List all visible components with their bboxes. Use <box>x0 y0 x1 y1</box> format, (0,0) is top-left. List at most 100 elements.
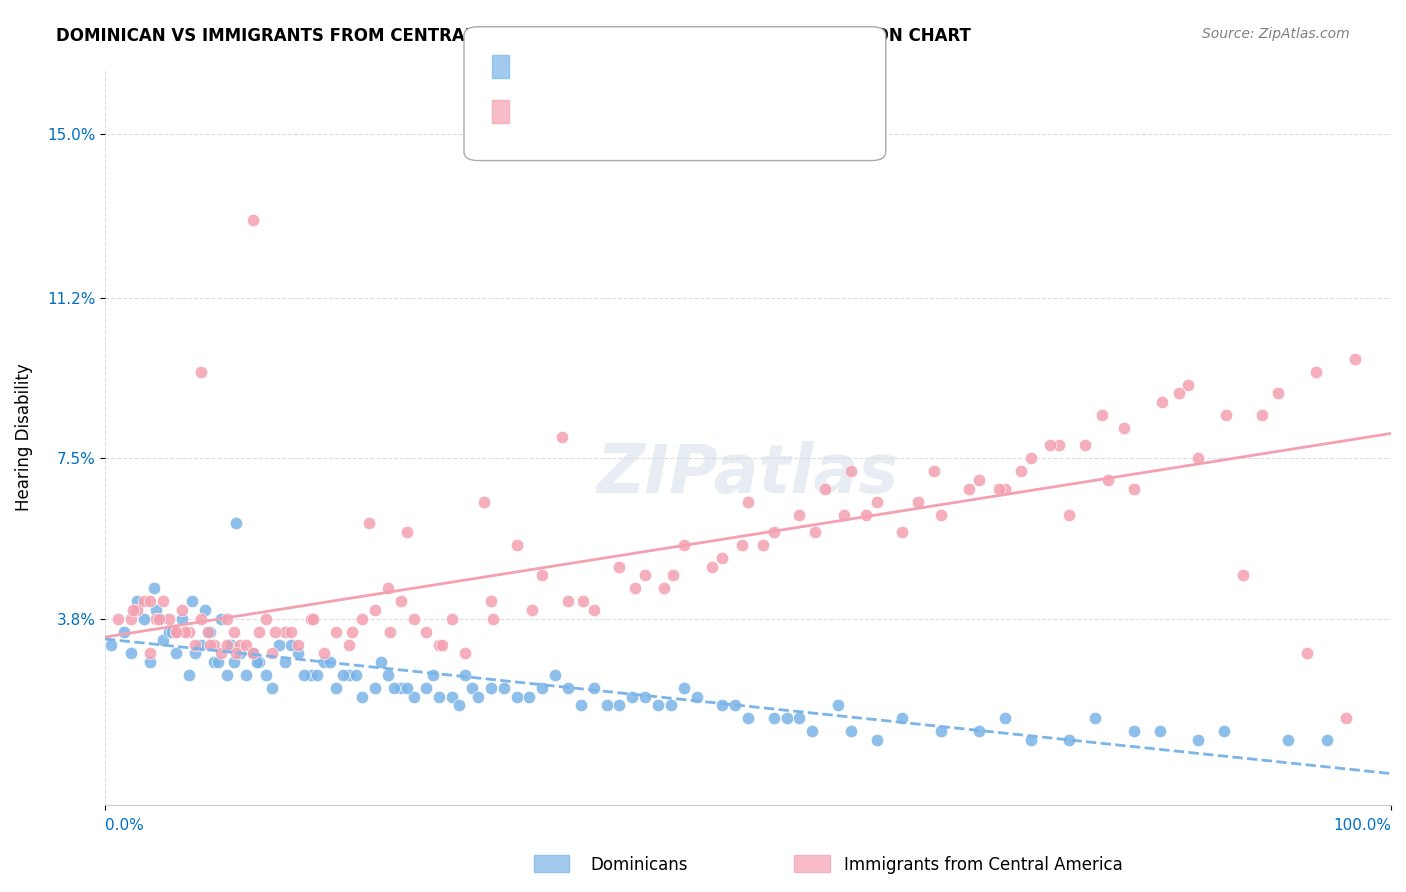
Point <box>172 612 194 626</box>
Point <box>262 647 284 661</box>
Point <box>145 612 167 626</box>
Point <box>332 668 354 682</box>
Point <box>430 638 453 652</box>
Point <box>472 495 495 509</box>
Point <box>112 624 135 639</box>
Point <box>789 508 811 522</box>
Point <box>460 681 482 695</box>
Point <box>595 698 617 713</box>
Point <box>340 624 363 639</box>
Point <box>382 681 405 695</box>
Point <box>229 647 252 661</box>
Point <box>839 724 862 739</box>
Point <box>120 612 142 626</box>
Point <box>659 698 682 713</box>
Point <box>775 711 797 725</box>
Point <box>139 647 162 661</box>
Point <box>1039 438 1062 452</box>
Text: -0.187: -0.187 <box>569 58 623 76</box>
Point <box>302 612 325 626</box>
Point <box>924 465 946 479</box>
Point <box>142 582 165 596</box>
Point <box>319 655 342 669</box>
Point <box>157 612 180 626</box>
Point <box>907 495 929 509</box>
Point <box>737 711 759 725</box>
Point <box>299 612 322 626</box>
Point <box>685 690 707 704</box>
Point <box>865 733 887 747</box>
Point <box>447 698 470 713</box>
Point <box>337 638 360 652</box>
Point <box>222 624 245 639</box>
Point <box>242 647 264 661</box>
Point <box>190 365 212 379</box>
Point <box>377 582 399 596</box>
Text: Source: ZipAtlas.com: Source: ZipAtlas.com <box>1202 27 1350 41</box>
Point <box>1316 733 1339 747</box>
Point <box>165 624 187 639</box>
Point <box>312 647 335 661</box>
Point <box>609 559 631 574</box>
Point <box>557 594 579 608</box>
Point <box>672 681 695 695</box>
Point <box>274 624 297 639</box>
Point <box>242 213 264 227</box>
Point <box>177 668 200 682</box>
Point <box>197 624 219 639</box>
Point <box>1091 408 1114 422</box>
Point <box>672 538 695 552</box>
Point <box>247 624 270 639</box>
Point <box>1097 473 1119 487</box>
Point <box>402 612 425 626</box>
Point <box>505 538 527 552</box>
Point <box>1334 711 1357 725</box>
Point <box>479 594 502 608</box>
Point <box>647 698 669 713</box>
Point <box>454 668 477 682</box>
Point <box>929 508 952 522</box>
Point <box>634 690 657 704</box>
Point <box>572 594 595 608</box>
Point <box>246 655 269 669</box>
Point <box>190 638 212 652</box>
Point <box>531 568 554 582</box>
Point <box>235 668 257 682</box>
Text: 0.0%: 0.0% <box>105 818 143 833</box>
Point <box>654 582 676 596</box>
Point <box>441 690 464 704</box>
Point <box>855 508 877 522</box>
Text: 100.0%: 100.0% <box>1333 818 1391 833</box>
Point <box>801 724 824 739</box>
Point <box>200 624 222 639</box>
Point <box>415 681 437 695</box>
Point <box>544 668 567 682</box>
Point <box>254 612 277 626</box>
Point <box>364 681 387 695</box>
Point <box>225 516 247 531</box>
Point <box>139 594 162 608</box>
Point <box>634 568 657 582</box>
Point <box>415 624 437 639</box>
Point <box>994 711 1017 725</box>
Point <box>377 668 399 682</box>
Text: 0.281: 0.281 <box>569 103 617 120</box>
Point <box>730 538 752 552</box>
Point <box>217 612 239 626</box>
Point <box>312 655 335 669</box>
Point <box>762 711 785 725</box>
Point <box>1059 508 1081 522</box>
Point <box>1059 733 1081 747</box>
Point <box>1296 647 1319 661</box>
Point <box>299 668 322 682</box>
Point <box>280 638 302 652</box>
Point <box>1084 711 1107 725</box>
Point <box>519 690 541 704</box>
Point <box>621 690 644 704</box>
Point <box>609 698 631 713</box>
Point <box>139 655 162 669</box>
Point <box>148 612 170 626</box>
Point <box>160 624 183 639</box>
Point <box>1187 451 1209 466</box>
Point <box>834 508 856 522</box>
